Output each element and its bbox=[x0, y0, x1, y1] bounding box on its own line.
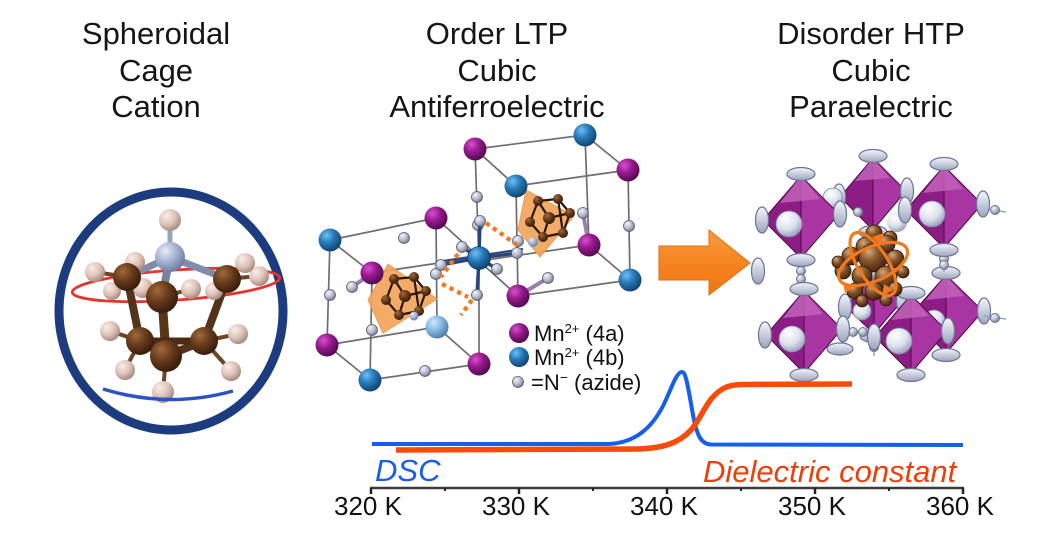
svg-text:Order LTP: Order LTP bbox=[426, 16, 568, 51]
svg-text:Cubic: Cubic bbox=[457, 53, 536, 88]
svg-text:360 K: 360 K bbox=[926, 491, 995, 521]
svg-text:Mn2+ (4b): Mn2+ (4b) bbox=[534, 345, 625, 370]
svg-text:Paraelectric: Paraelectric bbox=[789, 89, 953, 124]
svg-text:=N− (azide): =N− (azide) bbox=[531, 369, 641, 395]
svg-text:340 K: 340 K bbox=[630, 491, 699, 521]
svg-text:DSC: DSC bbox=[375, 453, 441, 488]
svg-text:Dielectric constant: Dielectric constant bbox=[703, 454, 958, 489]
svg-text:Cage: Cage bbox=[119, 53, 193, 88]
svg-text:Antiferroelectric: Antiferroelectric bbox=[389, 89, 604, 124]
svg-text:Mn2+ (4a): Mn2+ (4a) bbox=[534, 321, 625, 346]
svg-text:Disorder HTP: Disorder HTP bbox=[777, 16, 965, 51]
svg-text:Spheroidal: Spheroidal bbox=[82, 16, 230, 51]
svg-text:350 K: 350 K bbox=[778, 491, 847, 521]
svg-text:320 K: 320 K bbox=[334, 491, 403, 521]
svg-text:Cubic: Cubic bbox=[831, 53, 910, 88]
svg-text:330 K: 330 K bbox=[482, 491, 551, 521]
svg-text:Cation: Cation bbox=[111, 89, 201, 124]
